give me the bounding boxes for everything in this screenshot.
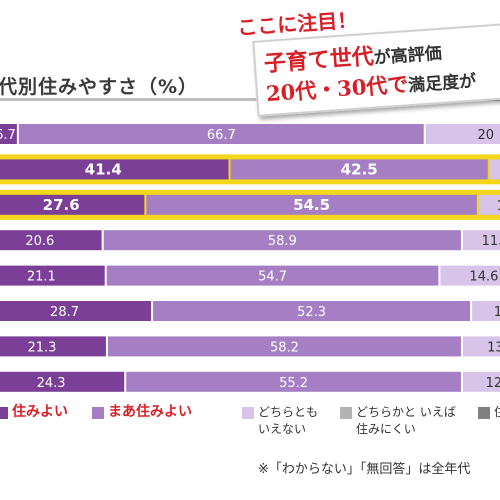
- bar-r8-s2: [126, 371, 461, 392]
- callout-line-2-rest: 満足度が: [407, 71, 477, 97]
- bar-r8-s3: [462, 371, 500, 392]
- legend-label-1: 住みよい: [12, 404, 68, 420]
- bar-r5-s2: [106, 265, 439, 286]
- bar-r2-s3: [489, 159, 500, 180]
- data-label-r6-s2: 52.3: [297, 305, 326, 320]
- data-label-r5-s3: 14.6: [469, 270, 498, 285]
- data-label-r7-s1: 21.3: [27, 340, 56, 355]
- legend-label-5: 住: [494, 404, 500, 421]
- bar-r7-s3: [462, 336, 500, 357]
- data-label-r6-s3: 12.2: [494, 305, 500, 320]
- bar-r2-s2: [230, 159, 488, 180]
- bar-r4-s1: [0, 230, 102, 251]
- data-label-r5-s2: 54.7: [258, 270, 287, 285]
- bar-r1-s2: [18, 124, 424, 144]
- bar-r6-s3: [472, 301, 500, 321]
- legend-swatch-5: [478, 407, 490, 419]
- bar-r2-s1: [0, 159, 229, 180]
- bar-r7-s2: [107, 336, 461, 357]
- axis-strip: [0, 98, 500, 101]
- legend-item-1: 住みよい: [0, 404, 86, 440]
- bar-r6-s2: [153, 301, 471, 321]
- bar-r3-s2: [146, 194, 477, 215]
- bar-r3-s1: [0, 194, 145, 215]
- data-label-r2-s2: 42.5: [341, 160, 378, 178]
- callout-line-1-rest: が高評価: [373, 43, 443, 69]
- legend-item-5: 住: [478, 404, 500, 440]
- data-label-r8-s3: 12.5: [486, 376, 500, 391]
- data-label-r2-s1: 41.4: [85, 160, 122, 178]
- bar-r7-s1: [0, 336, 106, 357]
- bar-r3-s3: [478, 194, 500, 215]
- data-label-r6-s1: 28.7: [50, 305, 79, 320]
- data-label-r8-s1: 24.3: [37, 376, 66, 391]
- bar-r4-s3: [462, 230, 500, 251]
- legend-label-2: まあ住みよい: [108, 404, 192, 420]
- legend-swatch-4: [340, 407, 352, 419]
- data-label-r4-s1: 20.6: [25, 234, 54, 249]
- bar-r4-s2: [103, 230, 461, 251]
- data-label-r8-s2: 55.2: [279, 376, 308, 391]
- bar-r6-s1: [0, 301, 152, 321]
- bar-r1-s3: [425, 124, 500, 144]
- data-label-r7-s2: 58.2: [270, 340, 299, 355]
- footnote: ※「わからない」「無回答」は全年代: [258, 462, 471, 477]
- data-label-r5-s1: 21.1: [27, 270, 56, 285]
- data-label-r1-s1: 6.7: [0, 128, 16, 143]
- data-label-r3-s1: 27.6: [43, 196, 80, 214]
- chart-title: 代別住みやすさ（%）: [0, 76, 199, 98]
- legend-swatch-1: [0, 407, 8, 419]
- data-label-r4-s3: 11.2: [482, 234, 500, 249]
- data-label-r7-s3: 13.0: [487, 340, 500, 355]
- legend-swatch-3: [242, 407, 254, 419]
- legend-item-3: どちらとも いえない: [242, 404, 332, 440]
- data-label-r1-s2: 66.7: [207, 128, 236, 143]
- legend-label-3: どちらとも いえない: [258, 405, 319, 436]
- bar-r5-s1: [0, 265, 105, 286]
- data-label-r3-s2: 54.5: [293, 196, 330, 214]
- legend-label-4: どちらかと いえば住みにくい: [356, 405, 456, 436]
- data-label-r3-s3: 10.9: [497, 199, 500, 214]
- bar-r8-s1: [0, 371, 125, 392]
- legend-swatch-2: [92, 407, 104, 419]
- data-label-r4-s2: 58.9: [268, 234, 297, 249]
- bar-r1-s1: [0, 124, 17, 144]
- data-label-r1-s3: 20: [477, 128, 494, 143]
- callout-box: ここに注目！ 子育て世代が高評価 20代・30代で満足度が: [236, 0, 500, 117]
- legend-item-2: まあ住みよい: [92, 404, 232, 440]
- legend-item-4: どちらかと いえば住みにくい: [340, 404, 470, 440]
- bar-r5-s3: [440, 265, 500, 286]
